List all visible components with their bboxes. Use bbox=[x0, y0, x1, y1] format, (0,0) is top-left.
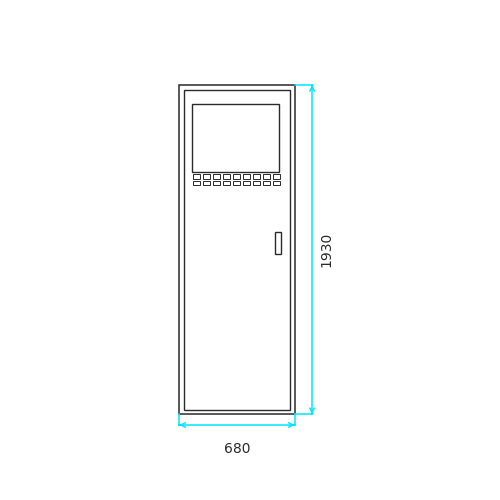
Bar bbox=[192, 174, 200, 178]
Bar bbox=[263, 174, 270, 178]
Bar bbox=[202, 180, 209, 184]
Bar bbox=[243, 174, 250, 178]
Bar bbox=[212, 174, 220, 178]
Bar bbox=[233, 174, 239, 178]
Bar bbox=[192, 104, 278, 172]
Bar bbox=[192, 180, 200, 184]
Bar bbox=[202, 174, 209, 178]
Bar bbox=[243, 180, 250, 184]
Bar bbox=[273, 174, 280, 178]
Bar bbox=[223, 174, 230, 178]
Bar bbox=[274, 232, 281, 254]
Text: 680: 680 bbox=[224, 442, 250, 456]
Bar bbox=[263, 180, 270, 184]
Bar bbox=[212, 180, 220, 184]
Bar bbox=[223, 180, 230, 184]
Bar bbox=[253, 180, 260, 184]
Bar bbox=[184, 90, 290, 409]
Text: 1930: 1930 bbox=[320, 232, 334, 267]
Bar bbox=[179, 85, 295, 414]
Bar bbox=[253, 174, 260, 178]
Bar bbox=[273, 180, 280, 184]
Bar bbox=[233, 180, 239, 184]
